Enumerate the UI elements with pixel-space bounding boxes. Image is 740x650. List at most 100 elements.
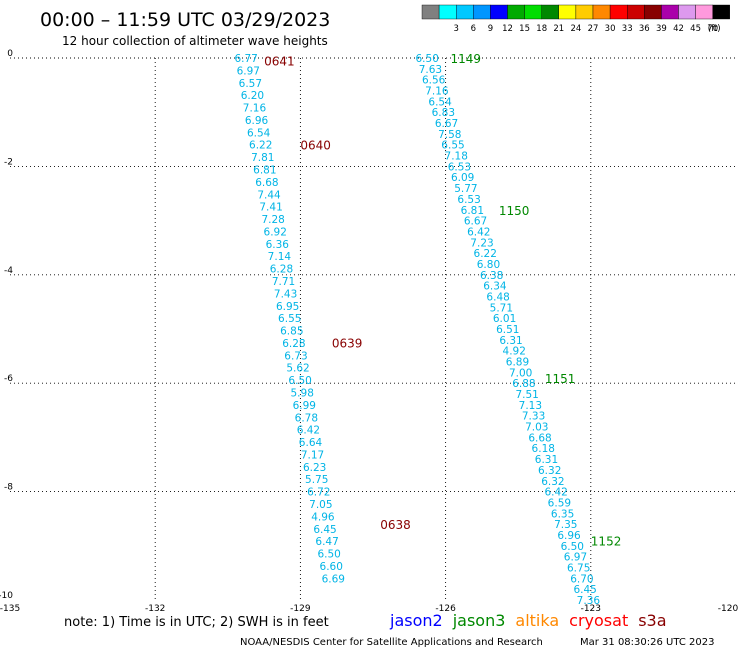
y-tick-label: -10 <box>0 591 13 601</box>
wave-height-value: 7.03 <box>525 422 548 434</box>
wave-height-value: 7.16 <box>243 103 267 115</box>
color-scale-label: 24 <box>570 24 581 34</box>
wave-height-value: 6.95 <box>276 301 299 313</box>
color-scale-label: 36 <box>639 24 650 34</box>
wave-height-value: 6.80 <box>477 259 500 271</box>
wave-height-value: 6.81 <box>461 205 484 217</box>
color-scale-label: 18 <box>536 24 547 34</box>
color-scale-swatch <box>473 4 491 20</box>
color-scale-swatch <box>575 4 594 20</box>
wave-height-value: 6.47 <box>315 536 338 548</box>
color-scale-swatch <box>524 4 542 20</box>
chart-subtitle: 12 hour collection of altimeter wave hei… <box>62 34 328 48</box>
wave-height-value: 7.58 <box>438 129 461 141</box>
wave-height-value: 7.05 <box>309 499 332 511</box>
wave-height-value: 6.88 <box>512 378 535 390</box>
x-tick-label: -129 <box>290 604 311 614</box>
wave-height-value: 6.73 <box>284 350 307 362</box>
wave-height-value: 7.63 <box>419 64 442 76</box>
wave-height-value: 6.72 <box>307 487 330 499</box>
time-label: 1152 <box>591 534 622 548</box>
wave-height-value: 7.14 <box>268 251 292 263</box>
wave-height-value: 6.67 <box>435 118 458 130</box>
color-scale-label: 45 <box>690 24 701 34</box>
wave-height-value: 6.32 <box>538 465 561 477</box>
wave-height-value: 6.83 <box>432 107 455 119</box>
wave-height-value: 6.89 <box>506 357 529 369</box>
x-tick-label: -126 <box>435 604 456 614</box>
x-tick-label: -120 <box>718 604 739 614</box>
wave-height-value: 6.53 <box>448 161 471 173</box>
time-labels: 0641 0640 0639 0638 1149 1150 1151 1152 <box>264 52 621 548</box>
axis-tick-labels: -135 -132 -129 -126 -123 -120 0 -2 -4 -6 -8 -10 <box>0 49 738 614</box>
wave-height-value: 6.50 <box>317 549 340 561</box>
wave-height-value: 6.85 <box>280 326 303 338</box>
color-scale-label: 21 <box>553 24 564 34</box>
satellite-legend-item: jason3 <box>452 611 506 630</box>
wave-height-value: 7.16 <box>425 86 449 98</box>
wave-height-value: 6.68 <box>528 432 551 444</box>
wave-height-value: 6.78 <box>295 412 318 424</box>
y-tick-label: 0 <box>7 49 13 59</box>
wave-height-value: 6.60 <box>320 561 343 573</box>
satellite-legend: jason2 jason3 altika cryosat s3a <box>389 611 667 630</box>
wave-height-value: 7.17 <box>301 449 324 461</box>
wave-height-values: 6.776.976.576.207.166.966.546.227.816.81… <box>234 53 600 607</box>
wave-height-value: 6.34 <box>483 281 507 293</box>
wave-height-value: 6.68 <box>255 177 278 189</box>
wave-height-value: 6.97 <box>237 65 260 77</box>
wave-height-value: 6.18 <box>532 443 555 455</box>
wave-height-value: 6.42 <box>544 487 567 499</box>
satellite-legend-item: cryosat <box>569 611 628 630</box>
wave-height-value: 6.42 <box>297 425 320 437</box>
wave-height-value: 6.50 <box>288 375 311 387</box>
color-scale-label: 33 <box>622 24 633 34</box>
plot-grid <box>10 57 736 600</box>
wave-height-value: 6.45 <box>573 584 596 596</box>
color-scale-swatch <box>558 4 577 20</box>
satellite-legend-item: jason2 <box>389 611 443 630</box>
wave-height-value: 5.62 <box>286 363 309 375</box>
color-scale-label: 39 <box>656 24 667 34</box>
wave-height-value: 7.35 <box>554 519 577 531</box>
color-scale-label: 12 <box>502 24 513 34</box>
wave-height-value: 6.51 <box>496 324 519 336</box>
time-label: 0640 <box>300 139 331 153</box>
wave-height-value: 7.13 <box>519 400 542 412</box>
color-scale-label: 15 <box>519 24 530 34</box>
time-label: 1151 <box>545 372 576 386</box>
wave-height-value: 6.20 <box>241 90 264 102</box>
wave-height-value: 6.54 <box>428 96 452 108</box>
wave-height-value: 6.35 <box>551 508 574 520</box>
wave-height-value: 7.18 <box>445 151 468 163</box>
x-tick-label: -123 <box>581 604 601 614</box>
color-scale-swatch <box>421 4 440 20</box>
y-tick-label: -8 <box>4 483 13 493</box>
color-scale-swatch <box>507 4 525 20</box>
wave-height-value: 6.96 <box>245 115 269 127</box>
wave-height-value: 5.75 <box>305 474 328 486</box>
wave-height-value: 7.51 <box>515 389 538 401</box>
footer-note: note: 1) Time is in UTC; 2) SWH is in fe… <box>64 615 329 630</box>
time-label: 1149 <box>450 52 481 66</box>
wave-height-value: 6.56 <box>422 75 446 87</box>
y-tick-label: -4 <box>4 266 13 276</box>
color-scale-swatch <box>438 4 457 20</box>
wave-height-value: 6.67 <box>464 216 487 228</box>
color-scale-label: 70 <box>707 24 718 34</box>
wave-height-value: 6.01 <box>493 313 516 325</box>
color-scale-unit: (ft) <box>708 24 721 34</box>
wave-height-value: 6.55 <box>441 140 464 152</box>
color-scale-swatch <box>609 4 628 20</box>
wave-height-value: 7.41 <box>259 202 282 214</box>
chart-title: 00:00 – 11:59 UTC 03/29/2023 <box>40 9 330 31</box>
wave-height-value: 6.09 <box>451 172 474 184</box>
color-scale-label: 42 <box>673 24 684 34</box>
wave-height-value: 6.77 <box>234 53 257 65</box>
wave-height-value: 6.57 <box>239 78 262 90</box>
wave-height-value: 6.31 <box>499 335 522 347</box>
wave-height-value: 6.99 <box>293 400 316 412</box>
color-scale-swatch <box>678 4 696 20</box>
wave-height-value: 6.70 <box>570 573 593 585</box>
wave-height-value: 6.38 <box>480 270 503 282</box>
